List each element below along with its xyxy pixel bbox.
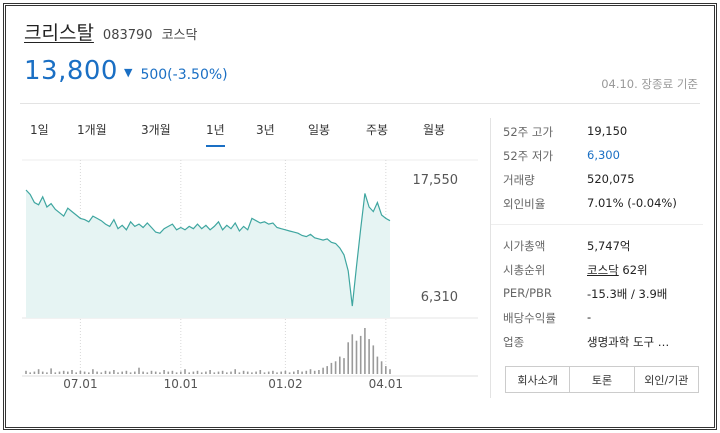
price-row: 13,800 ▼ 500(-3.50%) (24, 56, 228, 86)
cap-rank-market-link[interactable]: 코스닥 (587, 263, 619, 277)
tab-3months[interactable]: 3개월 (141, 123, 171, 137)
value-dividend: - (587, 310, 592, 324)
label-foreign-ratio: 외인비율 (503, 197, 546, 211)
stock-market: 코스닥 (161, 28, 198, 43)
label-52w-low: 52주 저가 (503, 149, 554, 163)
as-of-timestamp: 04.10. 장종료 기준 (601, 77, 698, 91)
company-info-button[interactable]: 회사소개 (506, 367, 571, 392)
value-foreign-ratio: 7.01% (-0.04%) (587, 196, 677, 210)
widget-frame (3, 3, 717, 430)
info-divider (491, 224, 703, 225)
period-tabs: 1일 1개월 3개월 1년 3년 일봉 주봉 월봉 (20, 121, 482, 149)
value-cap-rank: 코스닥 62위 (587, 262, 648, 278)
tab-daily-candle[interactable]: 일봉 (308, 123, 331, 137)
label-market-cap: 시가총액 (503, 239, 546, 253)
label-industry: 업종 (503, 335, 525, 349)
action-buttons: 회사소개 토론 외인/기관 (505, 366, 699, 393)
value-industry[interactable]: 생명과학 도구 … (587, 335, 670, 349)
down-arrow-icon: ▼ (123, 66, 133, 79)
discussion-button[interactable]: 토론 (570, 367, 635, 392)
label-dividend: 배당수익률 (503, 311, 556, 325)
stock-title-row: 크리스탈 083790 코스닥 (24, 18, 197, 45)
value-market-cap: 5,747억 (587, 239, 631, 253)
label-volume: 거래량 (503, 173, 535, 187)
tab-monthly-candle[interactable]: 월봉 (423, 123, 446, 137)
value-per-pbr: -15.3배 / 3.9배 (587, 287, 668, 301)
tab-1day[interactable]: 1일 (30, 123, 49, 137)
value-52w-low: 6,300 (587, 148, 620, 162)
cap-rank-number: 62위 (622, 263, 648, 277)
tab-3years[interactable]: 3년 (256, 123, 275, 137)
value-volume: 520,075 (587, 172, 635, 186)
tab-1month[interactable]: 1개월 (77, 123, 107, 137)
tab-1year[interactable]: 1년 (206, 121, 225, 147)
label-cap-rank: 시총순위 (503, 263, 546, 277)
divider (20, 103, 700, 104)
value-52w-high: 19,150 (587, 124, 628, 138)
foreign-institution-button[interactable]: 외인/기관 (634, 367, 698, 392)
stock-code: 083790 (102, 28, 153, 43)
tab-weekly-candle[interactable]: 주봉 (366, 123, 389, 137)
price-change: 500(-3.50%) (140, 67, 228, 83)
stock-name-link[interactable]: 크리스탈 (24, 22, 94, 44)
label-52w-high: 52주 고가 (503, 125, 554, 139)
stock-info-panel: 52주 고가 19,150 52주 저가 6,300 거래량 520,075 외… (490, 118, 703, 398)
label-per-pbr: PER/PBR (503, 286, 552, 300)
current-price: 13,800 (24, 56, 118, 86)
